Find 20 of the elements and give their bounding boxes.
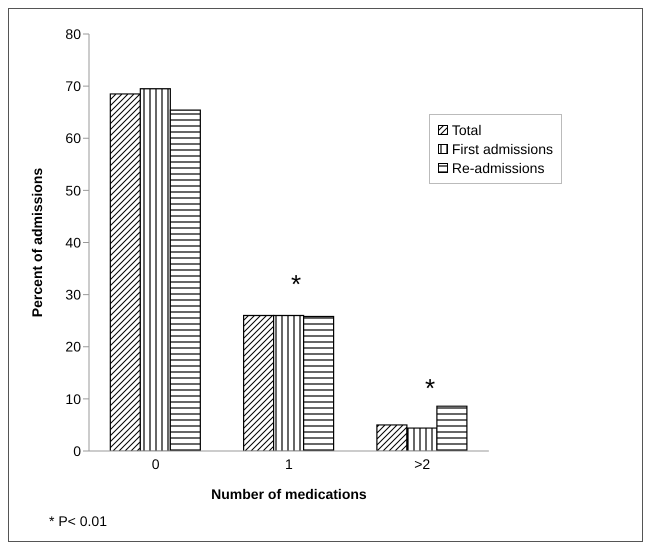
legend-label: First admissions [452,141,553,157]
y-tick-label: 20 [65,338,82,355]
y-tick-label: 50 [65,182,82,198]
x-tick-label: >2 [414,456,430,472]
text: * P< 0.01 [49,513,107,529]
y-axis-title: Percent of admissions [28,168,45,318]
y-tick-label: 60 [65,130,82,146]
legend-label: Total [452,122,482,138]
y-tick-label: 80 [65,26,82,42]
x-tick-label: 1 [285,456,294,472]
x-tick-label: 0 [152,456,160,472]
x-axis-title: Number of medications [211,486,367,502]
annotation: * [425,373,436,403]
legend-label: Re-admissions [452,160,544,176]
y-tick-label: 10 [65,390,82,407]
y-tick-label: 70 [65,78,82,94]
y-tick-label: 0 [73,442,82,459]
y-tick-label: 30 [65,286,82,303]
y-tick-label: 40 [65,234,82,250]
annotation: * [291,269,302,299]
